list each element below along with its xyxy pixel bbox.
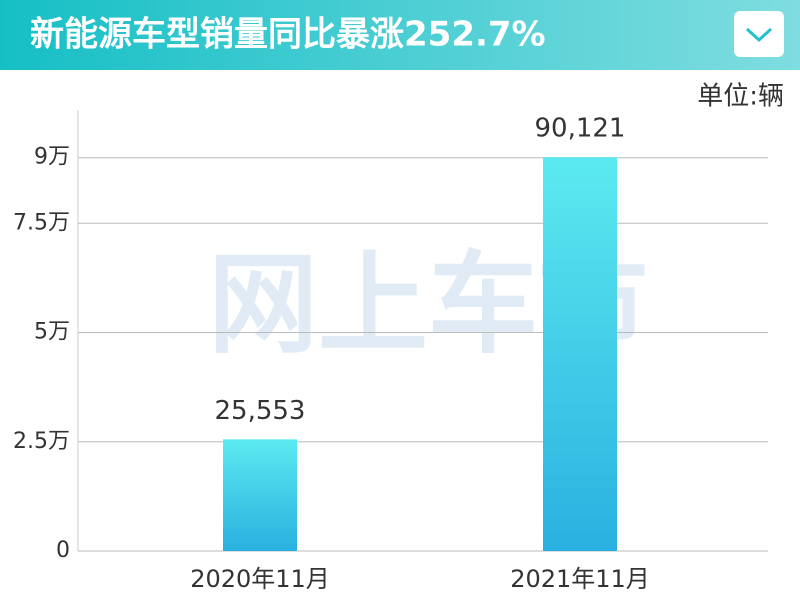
chart-title: 新能源车型销量同比暴涨252.7% <box>30 15 546 55</box>
x-tick-label: 2021年11月 <box>510 565 650 593</box>
y-tick-label: 2.5万 <box>13 429 70 454</box>
x-tick-label: 2020年11月 <box>190 565 330 593</box>
unit-label: 单位:辆 <box>697 82 784 112</box>
bar <box>543 157 617 551</box>
value-label: 90,121 <box>535 114 626 144</box>
y-tick-label: 0 <box>56 538 70 563</box>
header-bar <box>0 0 800 70</box>
collapse-button[interactable] <box>734 11 784 57</box>
bar <box>223 439 297 551</box>
y-tick-label: 7.5万 <box>13 210 70 235</box>
y-tick-label: 5万 <box>34 320 70 345</box>
y-tick-label: 9万 <box>34 145 70 170</box>
value-label: 25,553 <box>215 396 306 426</box>
